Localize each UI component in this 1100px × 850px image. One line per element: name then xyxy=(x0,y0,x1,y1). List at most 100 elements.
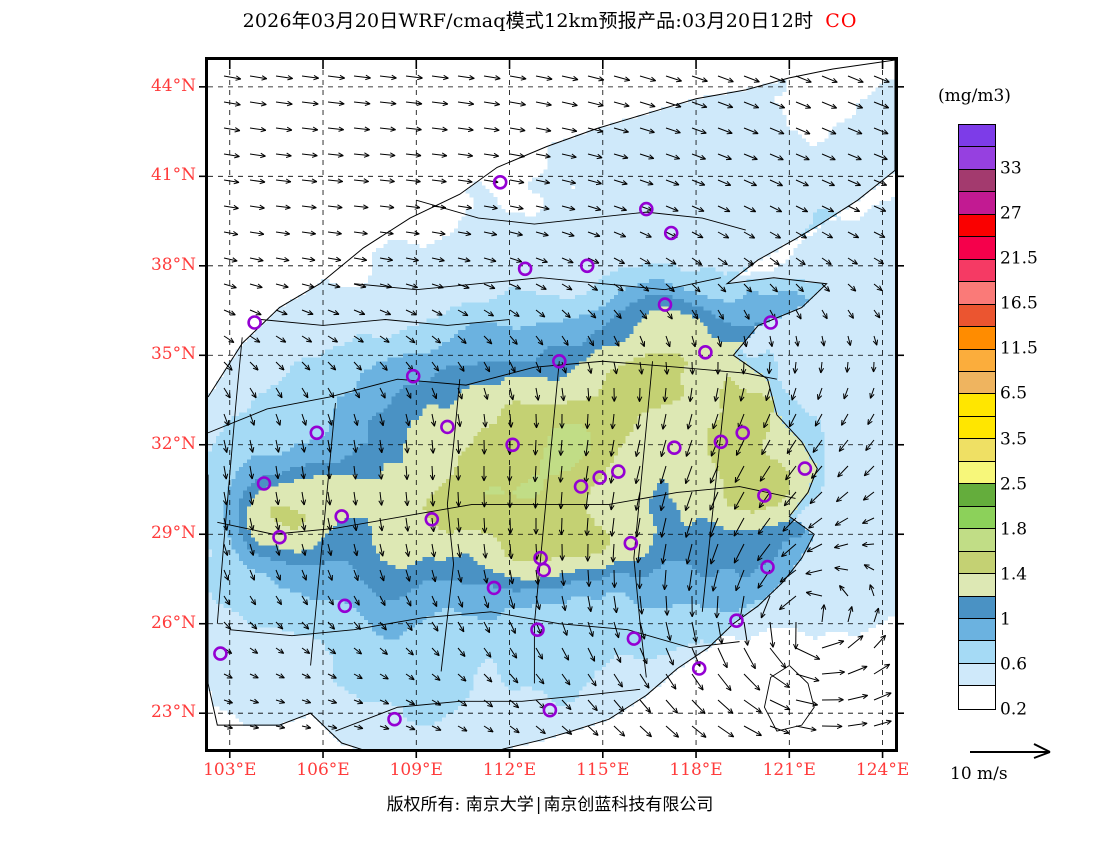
x-axis-tick-121E: 121°E xyxy=(744,762,834,779)
colorbar-tick-labels: 33 27 21.5 16.5 11.5 6.5 3.5 2.5 1.8 1.4 1 0.6 0.2 xyxy=(1000,124,1096,718)
city-markers[interactable] xyxy=(213,175,813,749)
city-marker-17[interactable] xyxy=(256,476,272,491)
city-marker-12[interactable] xyxy=(729,613,744,629)
colorbar-band-11 xyxy=(959,371,995,395)
map-plot-area[interactable] xyxy=(205,57,898,752)
wind-scale-label: 10 m/s xyxy=(950,764,1008,784)
colorbar-band-1 xyxy=(959,147,995,170)
colorbar-tick-16_5: 16.5 xyxy=(1000,295,1038,313)
map-canvas xyxy=(208,60,895,749)
colorbar-tick-33: 33 xyxy=(1000,160,1022,178)
city-marker-24[interactable] xyxy=(592,470,608,485)
city-marker-25[interactable] xyxy=(505,437,520,453)
city-marker-32[interactable] xyxy=(309,425,325,441)
city-marker-30[interactable] xyxy=(440,419,455,435)
colorbar-band-10 xyxy=(959,349,995,372)
x-axis-tick-124E: 124°E xyxy=(838,762,928,779)
city-marker-18[interactable] xyxy=(337,598,353,614)
x-axis-labels: 103°E 106°E 109°E 112°E 115°E 118°E 121°E 124°E xyxy=(203,762,909,792)
x-axis-tick-112E: 112°E xyxy=(465,762,555,779)
copyright-owner: 版权所有: 南京大学 xyxy=(387,795,534,815)
city-marker-38[interactable] xyxy=(760,559,775,575)
colorbar-tick-11_5: 11.5 xyxy=(1000,340,1038,358)
x-axis-tick-106E: 106°E xyxy=(278,762,368,779)
city-marker-19[interactable] xyxy=(213,646,228,661)
colorbar-band-17 xyxy=(959,506,995,530)
city-marker-4[interactable] xyxy=(492,175,508,190)
y-axis-tick-41N: 41°N xyxy=(124,167,196,184)
x-axis-tick-109E: 109°E xyxy=(371,762,461,779)
city-marker-36[interactable] xyxy=(626,631,642,646)
y-axis-tick-26N: 26°N xyxy=(124,614,196,632)
y-axis-tick-29N: 29°N xyxy=(124,525,196,542)
title-species-label: CO xyxy=(825,10,857,32)
city-marker-34[interactable] xyxy=(536,562,552,578)
colorbar-band-20 xyxy=(959,574,995,597)
city-marker-33[interactable] xyxy=(272,529,287,545)
colorbar-band-4 xyxy=(959,214,995,238)
colorbar-tick-2_5: 2.5 xyxy=(1000,476,1027,493)
colorbar-band-6 xyxy=(959,259,995,283)
city-marker-23[interactable] xyxy=(763,315,779,330)
colorbar-tick-0_6: 0.6 xyxy=(1000,656,1027,673)
colorbar-band-25 xyxy=(959,686,995,709)
city-marker-5[interactable] xyxy=(551,353,567,369)
wind-scale-legend: 10 m/s xyxy=(950,742,1098,788)
city-marker-0[interactable] xyxy=(638,201,654,217)
city-marker-13[interactable] xyxy=(542,702,558,718)
colorbar-band-22 xyxy=(959,618,995,642)
city-marker-37[interactable] xyxy=(691,661,707,676)
city-marker-14[interactable] xyxy=(387,711,402,727)
city-marker-10[interactable] xyxy=(757,488,772,503)
colorbar[interactable] xyxy=(958,124,996,710)
city-marker-27[interactable] xyxy=(698,344,713,360)
concentration-field xyxy=(208,79,895,749)
city-marker-39[interactable] xyxy=(530,622,545,638)
y-axis-tick-32N: 32°N xyxy=(124,435,196,453)
arrow-right-icon xyxy=(970,743,1051,759)
colorbar-band-8 xyxy=(959,304,995,328)
colorbar-tick-6_5: 6.5 xyxy=(1000,385,1027,403)
colorbar-band-13 xyxy=(959,416,995,440)
page-title: 2026年03月20日WRF/cmaq模式12km预报产品:03月20日12时 C… xyxy=(0,6,1100,33)
city-marker-11[interactable] xyxy=(666,440,682,456)
y-axis-tick-44N: 44°N xyxy=(124,77,196,95)
colorbar-band-15 xyxy=(959,461,995,485)
y-axis-labels: 44°N 41°N 38°N 35°N 32°N 29°N 26°N 23°N xyxy=(118,57,196,752)
city-marker-26[interactable] xyxy=(610,464,626,479)
colorbar-tick-0_2: 0.2 xyxy=(1000,701,1027,719)
colorbar-band-3 xyxy=(959,192,995,215)
city-marker-6[interactable] xyxy=(573,479,589,494)
copyright-footer: 版权所有: 南京大学 | 南京创蓝科技有限公司 xyxy=(0,790,1100,815)
city-marker-35[interactable] xyxy=(486,580,502,596)
city-marker-31[interactable] xyxy=(424,511,440,527)
city-marker-8[interactable] xyxy=(623,535,639,551)
x-axis-tick-103E: 103°E xyxy=(185,762,275,779)
city-marker-2[interactable] xyxy=(579,258,595,274)
city-marker-22[interactable] xyxy=(657,297,673,312)
colorbar-tick-1: 1 xyxy=(1000,611,1011,628)
colorbar-band-7 xyxy=(959,282,995,305)
city-marker-1[interactable] xyxy=(663,225,679,241)
city-marker-28[interactable] xyxy=(735,425,751,441)
colorbar-band-0 xyxy=(959,125,995,148)
city-marker-21[interactable] xyxy=(247,315,262,330)
colorbar-tick-21_5: 21.5 xyxy=(1000,250,1038,268)
x-axis-tick-118E: 118°E xyxy=(651,762,741,779)
colorbar-band-21 xyxy=(959,596,995,619)
colorbar-band-19 xyxy=(959,551,995,575)
colorbar-units-label: (mg/m3) xyxy=(938,86,1011,106)
colorbar-band-9 xyxy=(959,327,995,350)
colorbar-band-16 xyxy=(959,484,995,507)
colorbar-tick-1_8: 1.8 xyxy=(1000,521,1027,538)
colorbar-tick-27: 27 xyxy=(1000,205,1022,223)
city-marker-20[interactable] xyxy=(405,368,421,384)
title-text: 2026年03月20日WRF/cmaq模式12km预报产品:03月20日12时 xyxy=(243,10,814,32)
city-marker-9[interactable] xyxy=(713,434,729,450)
city-marker-3[interactable] xyxy=(517,261,533,277)
colorbar-band-5 xyxy=(959,237,995,260)
footer-separator: | xyxy=(534,795,544,815)
city-marker-29[interactable] xyxy=(797,461,813,476)
wind-vectors xyxy=(222,74,892,738)
city-marker-16[interactable] xyxy=(334,509,349,524)
